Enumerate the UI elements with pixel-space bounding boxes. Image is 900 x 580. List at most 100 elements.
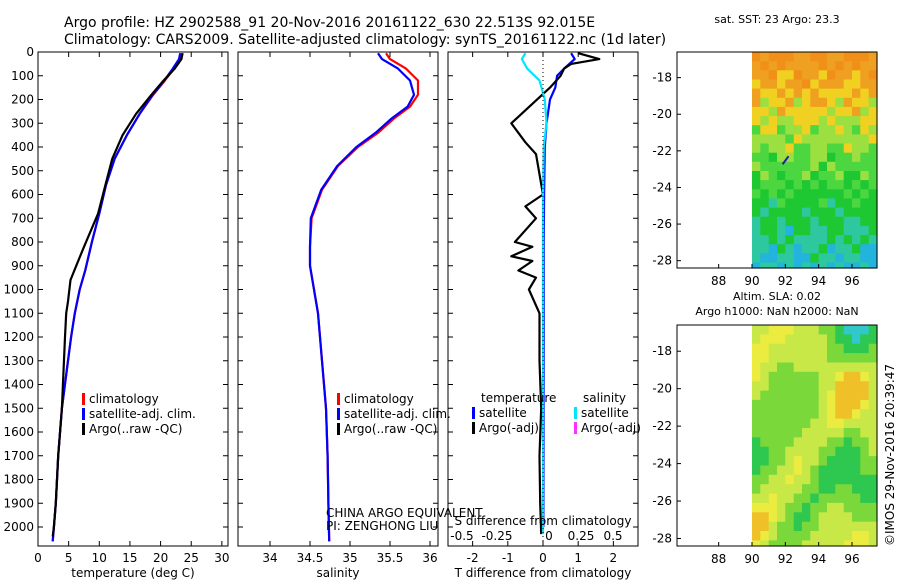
map-cell (777, 161, 786, 172)
map-cell (852, 207, 861, 218)
map-cell (777, 152, 786, 163)
map-cell (793, 371, 803, 382)
map-cell (843, 521, 853, 532)
map-cell (752, 244, 761, 254)
map-cell (852, 88, 861, 99)
map-cell (868, 474, 878, 485)
map-cell (768, 235, 778, 245)
map-cell (793, 325, 803, 335)
x-tick-label: 30 (214, 551, 229, 565)
map-cell (860, 362, 870, 373)
temperature-profile-xlabel: temperature (deg C) (71, 566, 194, 580)
map-cell (843, 399, 853, 410)
y-tick-label: -22 (652, 419, 672, 433)
map-cell (752, 381, 761, 392)
map-cell (752, 399, 761, 410)
map-cell (810, 180, 820, 190)
map-cell (793, 225, 803, 236)
map-cell (752, 225, 761, 236)
map-cell (768, 381, 778, 392)
map-cell (802, 521, 811, 532)
map-cell (810, 456, 820, 467)
map-cell (760, 437, 770, 448)
map-cell (760, 198, 770, 209)
map-cell (777, 189, 786, 200)
map-cell (827, 474, 836, 485)
map-cell (768, 418, 778, 429)
map-cell (843, 88, 853, 99)
map-cell (868, 334, 878, 345)
map-cell (843, 225, 853, 236)
map-cell (810, 484, 820, 495)
map-cell (827, 390, 836, 401)
map-cell (752, 334, 761, 345)
map-cell (802, 446, 811, 457)
legend-item-swatch (337, 408, 340, 420)
s-tick-label: 0 (545, 529, 553, 543)
series-line-satellite-adj-clim- (308, 52, 416, 542)
map-cell (810, 437, 820, 448)
map-cell (768, 116, 778, 126)
float-marker (781, 155, 790, 165)
map-cell (852, 189, 861, 200)
map-cell (860, 216, 870, 227)
map-cell (827, 161, 836, 172)
legend-item-label: satellite (581, 406, 629, 420)
map-cell (818, 456, 828, 467)
map-cell (843, 70, 853, 81)
map-cell (760, 428, 770, 438)
map-cell (793, 79, 803, 90)
map-cell (760, 88, 770, 99)
map-cell (843, 428, 853, 438)
map-cell (777, 390, 786, 401)
map-cell (827, 207, 836, 218)
map-cell (827, 244, 836, 254)
legend-item-swatch (574, 407, 577, 419)
map-cell (793, 381, 803, 392)
map-cell (868, 79, 878, 90)
map-cell (818, 465, 828, 476)
legend-item-swatch (337, 393, 340, 405)
map-cell (760, 180, 770, 190)
map-cell (802, 253, 811, 264)
imos-credit: ©IMOS 29-Nov-2016 20:39:47 (883, 364, 897, 546)
temperature-profile: 0 5 10 15 20 25 30 temperature (deg C) 0 100 200 30… (3, 45, 229, 580)
map-cell (852, 262, 861, 269)
y-tick-label: 400 (11, 140, 34, 154)
map-cell (868, 446, 878, 457)
map-cell (860, 70, 870, 81)
map-cell (802, 484, 811, 495)
map-cell (835, 180, 845, 190)
map-cell (860, 189, 870, 200)
map-cell (868, 171, 878, 181)
map-cell (868, 512, 878, 523)
map-cell (793, 70, 803, 81)
map-cell (810, 244, 820, 254)
map-cell (810, 152, 820, 163)
map-cell (810, 106, 820, 117)
map-cell (860, 540, 870, 547)
map-cell (852, 531, 861, 541)
map-cell (827, 116, 836, 126)
map-cell (818, 381, 828, 392)
map-cell (793, 474, 803, 485)
map-cell (852, 540, 861, 547)
x-tick-label: 96 (844, 274, 859, 288)
map-cell (777, 171, 786, 181)
map-cell (785, 52, 795, 62)
map-cell (827, 198, 836, 209)
map-cell (843, 171, 853, 181)
map-cell (752, 456, 761, 467)
map-cell (760, 418, 770, 429)
map-cell (777, 216, 786, 227)
map-cell (793, 207, 803, 218)
map-cell (802, 325, 811, 335)
map-cell (852, 253, 861, 264)
map-cell (760, 531, 770, 541)
map-cell (852, 437, 861, 448)
map-cell (860, 353, 870, 364)
map-cell (835, 362, 845, 373)
map-cell (810, 428, 820, 438)
